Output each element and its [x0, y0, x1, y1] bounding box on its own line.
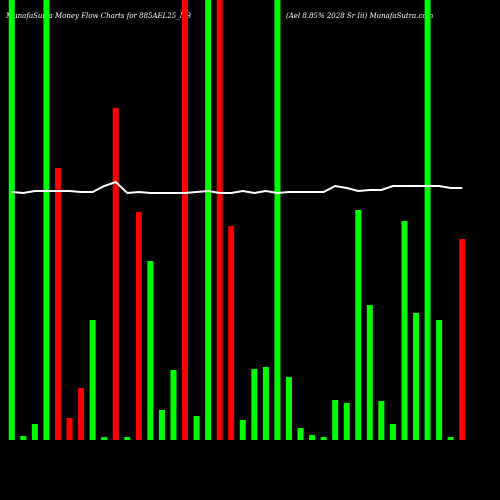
- bar: [332, 400, 339, 440]
- bar: [54, 168, 61, 440]
- bar: [124, 437, 131, 440]
- bar: [436, 320, 443, 440]
- bar: [309, 435, 316, 440]
- bar: [89, 320, 96, 440]
- bar: [274, 0, 281, 440]
- bar: [343, 403, 350, 440]
- bar: [101, 437, 108, 440]
- bar: [193, 416, 200, 440]
- bar: [216, 0, 223, 440]
- price-line: [11, 180, 463, 195]
- bar: [31, 424, 38, 440]
- bar: [378, 401, 385, 440]
- bar: [424, 0, 431, 440]
- bar: [78, 388, 85, 440]
- bar: [43, 0, 50, 440]
- bar: [447, 437, 454, 440]
- bar: [8, 0, 15, 440]
- bar: [170, 370, 177, 440]
- bar: [182, 0, 189, 440]
- bar: [239, 420, 246, 440]
- bar: [112, 108, 119, 440]
- bar: [205, 0, 212, 440]
- bar: [459, 239, 466, 440]
- bar: [401, 221, 408, 440]
- bar: [297, 428, 304, 440]
- bar: [389, 424, 396, 440]
- bar: [147, 261, 154, 440]
- bar: [251, 369, 258, 440]
- bar: [413, 313, 420, 440]
- bar: [158, 410, 165, 440]
- bar: [20, 436, 27, 440]
- bar: [366, 305, 373, 440]
- bar: [320, 437, 327, 440]
- bar: [228, 226, 235, 440]
- bar: [355, 210, 362, 440]
- chart-title: MunafaSutra Money Flow Charts for 885AEL…: [5, 12, 191, 20]
- bar: [135, 212, 142, 440]
- bar: [285, 377, 292, 440]
- chart-subtitle: (Ael 8.85% 2028 Sr Iii) MunafaSutra.com: [286, 12, 434, 20]
- bar: [66, 418, 73, 440]
- bar: [262, 367, 269, 440]
